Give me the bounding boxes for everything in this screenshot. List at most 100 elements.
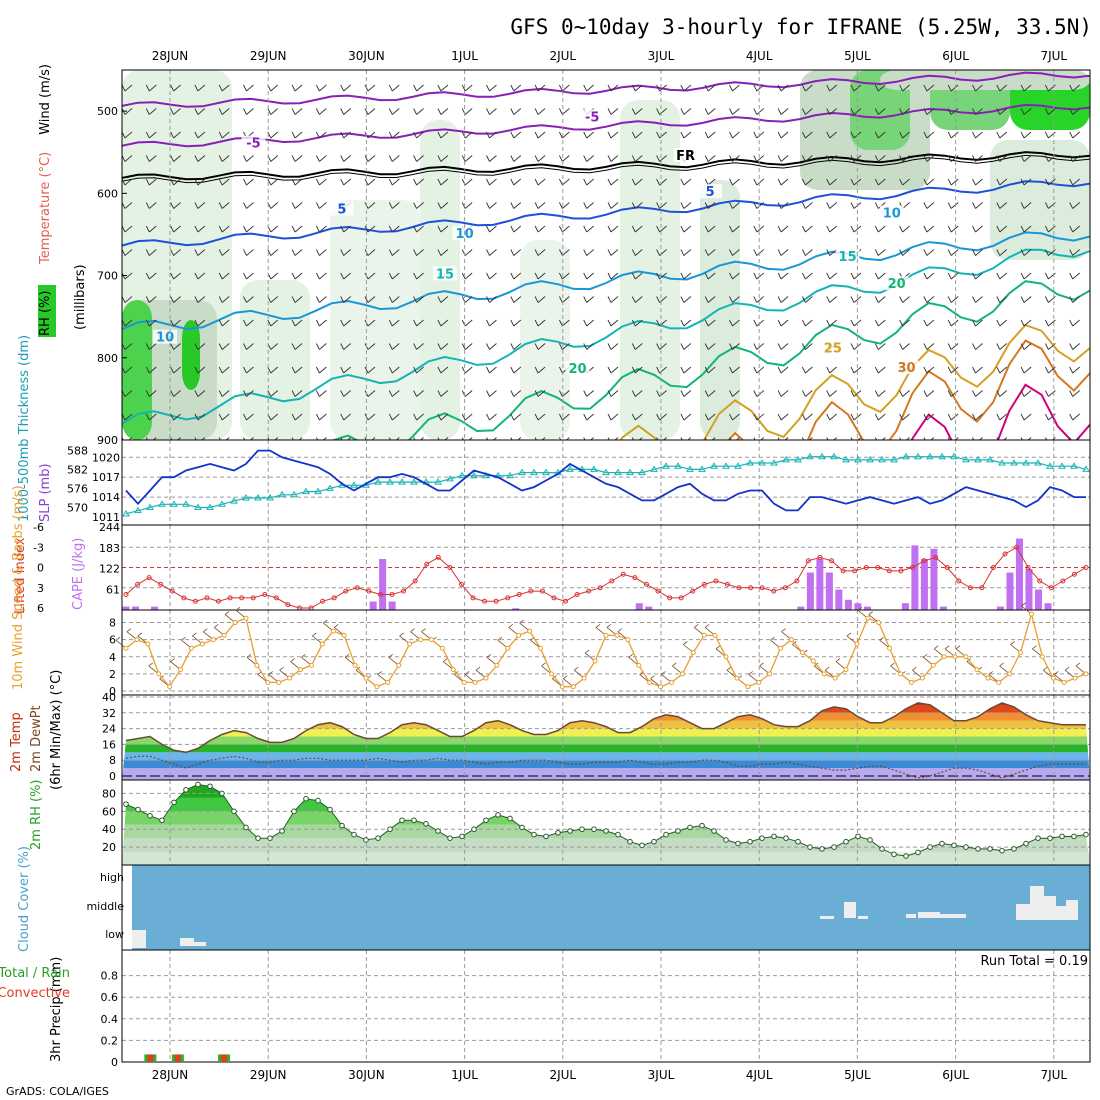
wind-tick-label: 6: [109, 634, 116, 647]
wind-barb: [753, 178, 765, 186]
wind-barb: [558, 319, 570, 327]
li-point: [886, 568, 892, 574]
li-point: [401, 588, 407, 594]
wind-barb: [170, 84, 181, 92]
rh-point: [459, 833, 465, 840]
convective-bar: [147, 1054, 154, 1062]
thickness-point: [974, 455, 982, 463]
wind-barb: [461, 343, 473, 350]
wind-axis-label: Wind (m/s): [38, 64, 53, 135]
wind-barb: [388, 296, 400, 303]
wind-barb: [558, 249, 570, 256]
thickness-point: [638, 468, 646, 476]
li-point: [782, 585, 788, 591]
wind-barb: [486, 272, 497, 280]
wind-barb: [1020, 390, 1032, 397]
wind-barb: [291, 249, 303, 256]
li-point: [944, 565, 950, 570]
wind-barb: [583, 296, 594, 303]
wind-barb: [461, 202, 473, 209]
li-point: [990, 565, 996, 570]
wind-barb: [486, 108, 497, 115]
wind-barb: [267, 319, 279, 327]
wind-speed-point: [832, 675, 838, 681]
wind-barb: [704, 413, 716, 421]
wind-barb: [291, 202, 303, 209]
wind-barb: [413, 225, 424, 233]
rh-axis-label: RH (%): [38, 291, 53, 336]
wind-barb: [583, 249, 594, 256]
wind-barb: [1044, 390, 1056, 397]
thickness-point: [662, 462, 670, 469]
wind-barb: [218, 155, 230, 162]
wind-barb: [534, 249, 546, 256]
wind-barb: [340, 108, 351, 115]
wind-barb: [996, 366, 1008, 374]
wind-barb: [218, 272, 230, 280]
wind-barb: [923, 225, 935, 233]
wind-speed-point: [701, 632, 707, 638]
wind-barb: [461, 108, 473, 115]
wind-barb: [315, 202, 327, 209]
wind-speed-point: [145, 641, 151, 647]
isotherm-line: [122, 103, 1090, 148]
wind-barb: [170, 272, 181, 280]
wind-barb: [972, 390, 983, 397]
wind-barb: [874, 366, 886, 374]
wind-barb: [243, 366, 254, 374]
wind-speed-point: [778, 645, 784, 651]
li-point: [643, 581, 649, 587]
wind-barb: [923, 249, 935, 256]
cape-tick-label: 183: [99, 542, 120, 555]
lifted-index-axis-label: Lifted Index: [13, 537, 28, 614]
rh-point: [603, 828, 609, 834]
wind-barb: [1020, 413, 1032, 421]
contour-label-bg: [241, 135, 266, 150]
wind-barb: [267, 249, 279, 256]
wind-barb: [413, 319, 424, 327]
li-point: [1083, 565, 1089, 570]
rh-point: [927, 844, 933, 850]
wind-barb: [486, 343, 497, 350]
wind-speed-point: [952, 654, 958, 660]
wind-barb: [267, 225, 279, 233]
wind-barb: [218, 437, 230, 440]
day-label-top: 29JUN: [250, 49, 287, 63]
wind-barb: [729, 343, 740, 350]
wind-barb: [461, 272, 473, 280]
li-point: [505, 595, 511, 601]
wind-barb: [753, 343, 765, 350]
wind-barb: [218, 202, 230, 209]
cape-bar: [635, 603, 643, 610]
wind-speed-point: [603, 632, 609, 638]
wind-barb: [607, 437, 619, 440]
wind-barb: [656, 272, 667, 280]
wind-barb: [801, 296, 813, 303]
cape-bar: [388, 601, 396, 610]
contour-label: 15: [839, 250, 857, 265]
wind-barb: [972, 296, 983, 303]
rh-point: [171, 799, 177, 806]
wind-barb: [437, 319, 449, 327]
thickness-point: [314, 487, 322, 495]
wind-barb: [777, 178, 789, 186]
wind-barb: [607, 413, 619, 421]
wind-barb: [631, 84, 643, 92]
panel-frame: [121, 949, 1091, 1063]
wind-barb: [607, 272, 619, 280]
cape-axis-label: CAPE (J/kg): [71, 538, 86, 610]
wind-barb: [607, 225, 619, 233]
wind-barb: [340, 343, 351, 350]
wind-tick-label: 0: [109, 685, 116, 698]
rh-point: [963, 844, 969, 850]
thickness-point: [602, 468, 610, 476]
rh-point: [543, 833, 549, 840]
cape-bar: [854, 603, 862, 610]
wind-barb: [267, 437, 279, 440]
wind-barb: [801, 84, 813, 92]
wind-barb: [607, 366, 619, 374]
wind-barb: [680, 319, 692, 327]
wind-barb: [364, 296, 376, 303]
temperature-axis-label: Temperature (°C): [38, 152, 53, 265]
day-label-bottom: 7JUL: [1040, 1068, 1067, 1082]
